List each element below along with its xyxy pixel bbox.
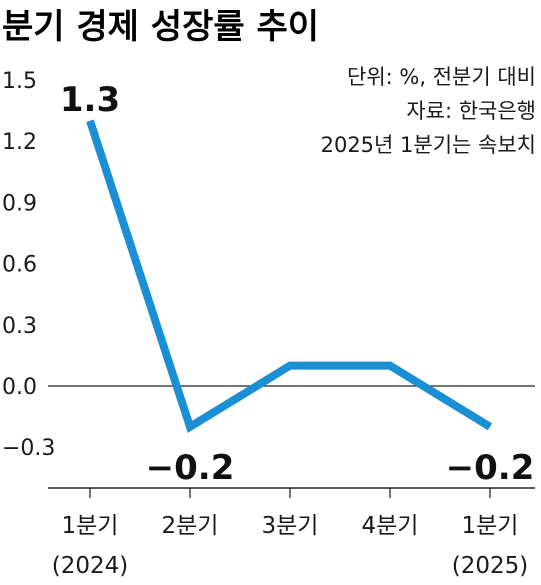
series-layer (86, 119, 493, 433)
x-axis: 1분기 (2024) 2분기 3분기 4분기 1분기 (2025) (48, 487, 535, 579)
x-tick-label-line: 4분기 (362, 513, 419, 539)
y-tick-label: 0.6 (2, 253, 37, 278)
data-label: 1.3 (60, 80, 120, 120)
y-tick-label: −0.3 (2, 436, 55, 461)
x-tick-label: 4분기 (362, 513, 419, 539)
x-tick-label-line: 1분기 (62, 513, 119, 539)
y-axis: 1.5 1.2 0.9 0.6 0.3 0.0 −0.3 (2, 69, 55, 461)
note-text: 단위: %, 전분기 대비 (347, 65, 536, 89)
y-tick-label: 1.5 (2, 69, 37, 94)
data-label: −0.2 (446, 448, 535, 488)
x-tick-label-line: 2분기 (162, 513, 219, 539)
data-label: −0.2 (146, 448, 235, 488)
y-tick-label: 0.0 (2, 375, 37, 400)
x-tick-label: 3분기 (262, 513, 319, 539)
series-line (86, 119, 493, 433)
x-tick-label: 1분기 (2024) (52, 513, 128, 579)
x-tick-label-line: 1분기 (462, 513, 519, 539)
note-text: 자료: 한국은행 (406, 99, 536, 123)
y-tick-label: 1.2 (2, 130, 37, 155)
y-tick-label: 0.3 (2, 314, 37, 339)
data-labels: 1.3 −0.2 −0.2 (60, 80, 534, 488)
x-tick-label-line: 3분기 (262, 513, 319, 539)
x-tick-label-line: (2025) (452, 553, 528, 579)
x-tick-label: 1분기 (2025) (452, 513, 528, 579)
x-tick-label-line: (2024) (52, 553, 128, 579)
note-text: 2025년 1분기는 속보치 (321, 133, 536, 157)
y-tick-label: 0.9 (2, 191, 37, 216)
x-tick-label: 2분기 (162, 513, 219, 539)
chart-title: 분기 경제 성장률 추이 (2, 7, 319, 47)
